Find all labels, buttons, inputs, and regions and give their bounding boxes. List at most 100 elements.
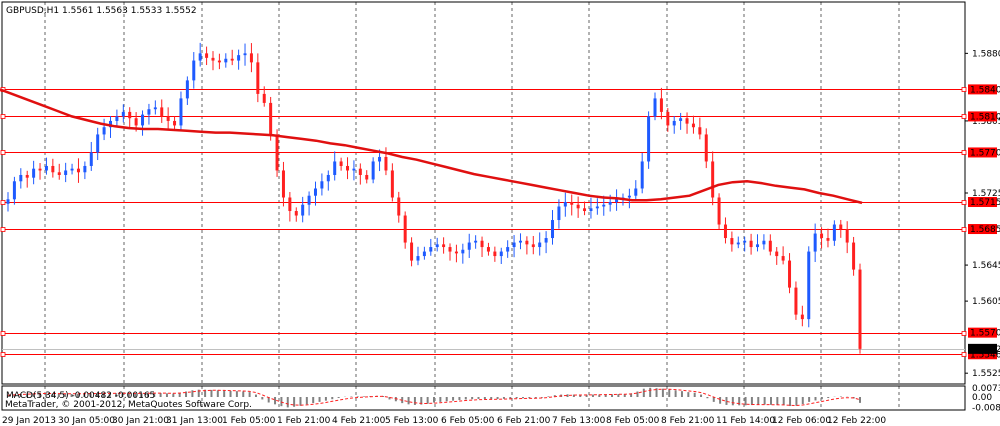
candle-body	[794, 287, 798, 315]
macd-signal-layer	[7, 388, 861, 407]
candle-body	[326, 174, 330, 182]
candle-body	[192, 60, 196, 81]
candle-body	[76, 168, 80, 173]
candle-body	[262, 93, 266, 103]
chart-header: GBPUSD,H1 1.5561 1.5563 1.5533 1.5552	[6, 6, 197, 16]
macd-panel-frame	[1, 385, 966, 411]
level-price-badge	[968, 197, 997, 208]
candle-body	[756, 244, 760, 248]
candle-body	[826, 238, 830, 241]
candle-body	[288, 197, 292, 212]
candle-body	[672, 120, 676, 126]
levels-layer	[0, 87, 967, 357]
level-handle-left	[0, 150, 6, 155]
candle-body	[493, 251, 497, 257]
level-price-badge	[968, 224, 997, 235]
candle-body	[390, 170, 394, 198]
time-axis-label: 1 Feb 05:00	[222, 416, 276, 426]
macd-histogram-layer	[7, 387, 861, 408]
candle-body	[173, 120, 177, 126]
candle-body	[608, 202, 612, 205]
price-tick-label: 1.5880	[972, 49, 1000, 59]
candle-body	[416, 256, 420, 261]
candle-body	[249, 53, 253, 63]
level-price-label: 1.5715	[970, 198, 1000, 208]
candle-body	[230, 58, 234, 61]
candle-body	[217, 60, 221, 63]
level-price-label: 1.5810	[970, 112, 1000, 122]
candle-body	[807, 251, 811, 320]
candle-body	[454, 251, 458, 254]
level-price-badge	[968, 327, 997, 338]
candle-body	[397, 197, 401, 216]
time-axis-label: 4 Feb 21:00	[332, 416, 386, 426]
candle-body	[352, 168, 356, 171]
candle-body	[647, 116, 651, 162]
candle-body	[429, 247, 433, 252]
macd-tick-label: 0.00	[972, 393, 992, 403]
candle-body	[723, 224, 727, 239]
macd-tick-label: -0.00849	[972, 403, 1000, 413]
candle-body	[583, 208, 587, 212]
candle-body	[19, 174, 23, 182]
time-axis-label: 29 Jan 2013	[2, 416, 56, 426]
candle-body	[275, 134, 279, 171]
price-tick-label: 1.5725	[972, 189, 1000, 199]
candle-body	[211, 57, 215, 61]
time-axis-label: 1 Feb 21:00	[277, 416, 331, 426]
candle-body	[313, 188, 317, 196]
candle-body	[96, 134, 100, 153]
candle-body	[736, 242, 740, 245]
level-price-label: 1.5840	[970, 85, 1000, 95]
time-axis-label: 5 Feb 13:00	[385, 416, 439, 426]
candle-body	[448, 247, 452, 252]
candle-body	[108, 120, 112, 128]
time-axis-label: 8 Feb 05:00	[606, 416, 660, 426]
candle-body	[852, 242, 856, 270]
candle-body	[12, 181, 16, 200]
candle-body	[121, 111, 125, 117]
candle-body	[634, 188, 638, 196]
time-axis-label: 12 Feb 06:00	[772, 416, 831, 426]
candle-body	[166, 116, 170, 121]
candle-body	[557, 206, 561, 221]
candle-body	[102, 127, 106, 135]
candle-body	[160, 107, 164, 117]
candle-body	[480, 240, 484, 248]
time-axis-label: 12 Feb 22:00	[827, 416, 886, 426]
level-price-label: 1.5570	[970, 329, 1000, 339]
price-axis: 1.5880 1.5805 1.5725 1.5645 1.5605 1.5525 1.58…	[965, 49, 1000, 379]
level-handle-left	[0, 227, 6, 232]
candle-body	[499, 251, 503, 257]
price-tick-label: 1.5805	[972, 117, 1000, 127]
time-axis-label: 11 Feb 14:00	[716, 416, 775, 426]
candle-body	[358, 168, 362, 175]
level-handle-left	[0, 352, 6, 357]
candle-body	[474, 240, 478, 243]
candle-body	[346, 165, 350, 171]
candle-body	[659, 98, 663, 112]
candle-body	[525, 240, 529, 245]
candle-body	[589, 208, 593, 212]
candle-body	[563, 202, 567, 207]
time-axis-label: 7 Feb 13:00	[552, 416, 606, 426]
candle-body	[506, 247, 510, 252]
candle-body	[627, 195, 631, 198]
candle-body	[442, 244, 446, 248]
candle-body	[141, 114, 145, 126]
candle-body	[6, 199, 10, 204]
time-axis-label: 6 Feb 21:00	[497, 416, 551, 426]
candle-body	[153, 107, 157, 110]
candle-body	[64, 170, 68, 175]
level-handle-left	[0, 114, 6, 119]
level-handle-left	[0, 200, 6, 205]
candle-body	[602, 204, 606, 207]
candle-body	[51, 165, 55, 173]
candle-body	[25, 174, 29, 178]
candle-body	[845, 229, 849, 243]
candle-body	[384, 156, 388, 171]
candle-body	[205, 53, 209, 58]
candle-body	[538, 242, 542, 248]
